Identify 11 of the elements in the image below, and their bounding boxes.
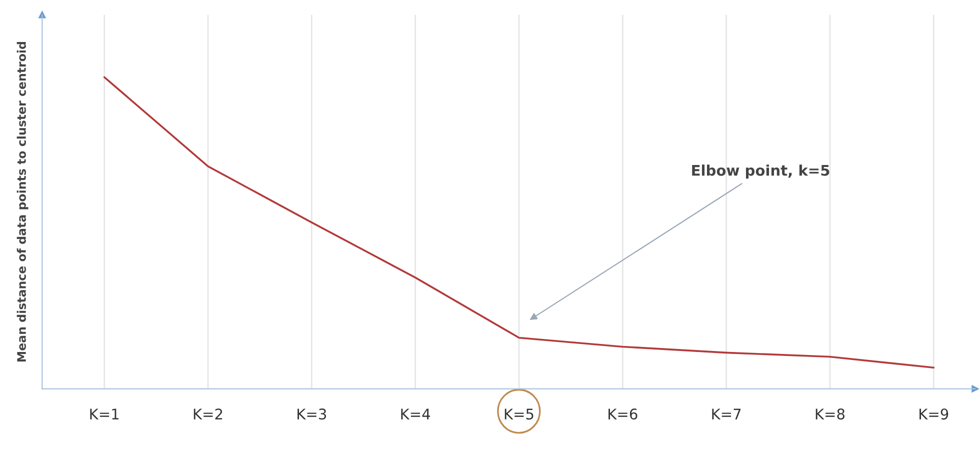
x-tick-label: K=5	[504, 408, 534, 420]
x-tick-label: K=9	[920, 408, 948, 420]
x-tick-label: K=2	[194, 408, 222, 420]
x-tick-label: K=1	[90, 408, 119, 420]
annotation: Elbow point, k=5	[692, 164, 830, 179]
x-tick-label: K=4	[401, 408, 430, 420]
x-tick-label: K=7	[712, 408, 741, 420]
x-tick-label: K=3	[298, 408, 326, 420]
y-axis-title: Mean distance of data points to cluster centroid	[16, 42, 28, 362]
x-tick-label: K=8	[816, 408, 845, 420]
x-tick-label: K=6	[608, 408, 638, 420]
